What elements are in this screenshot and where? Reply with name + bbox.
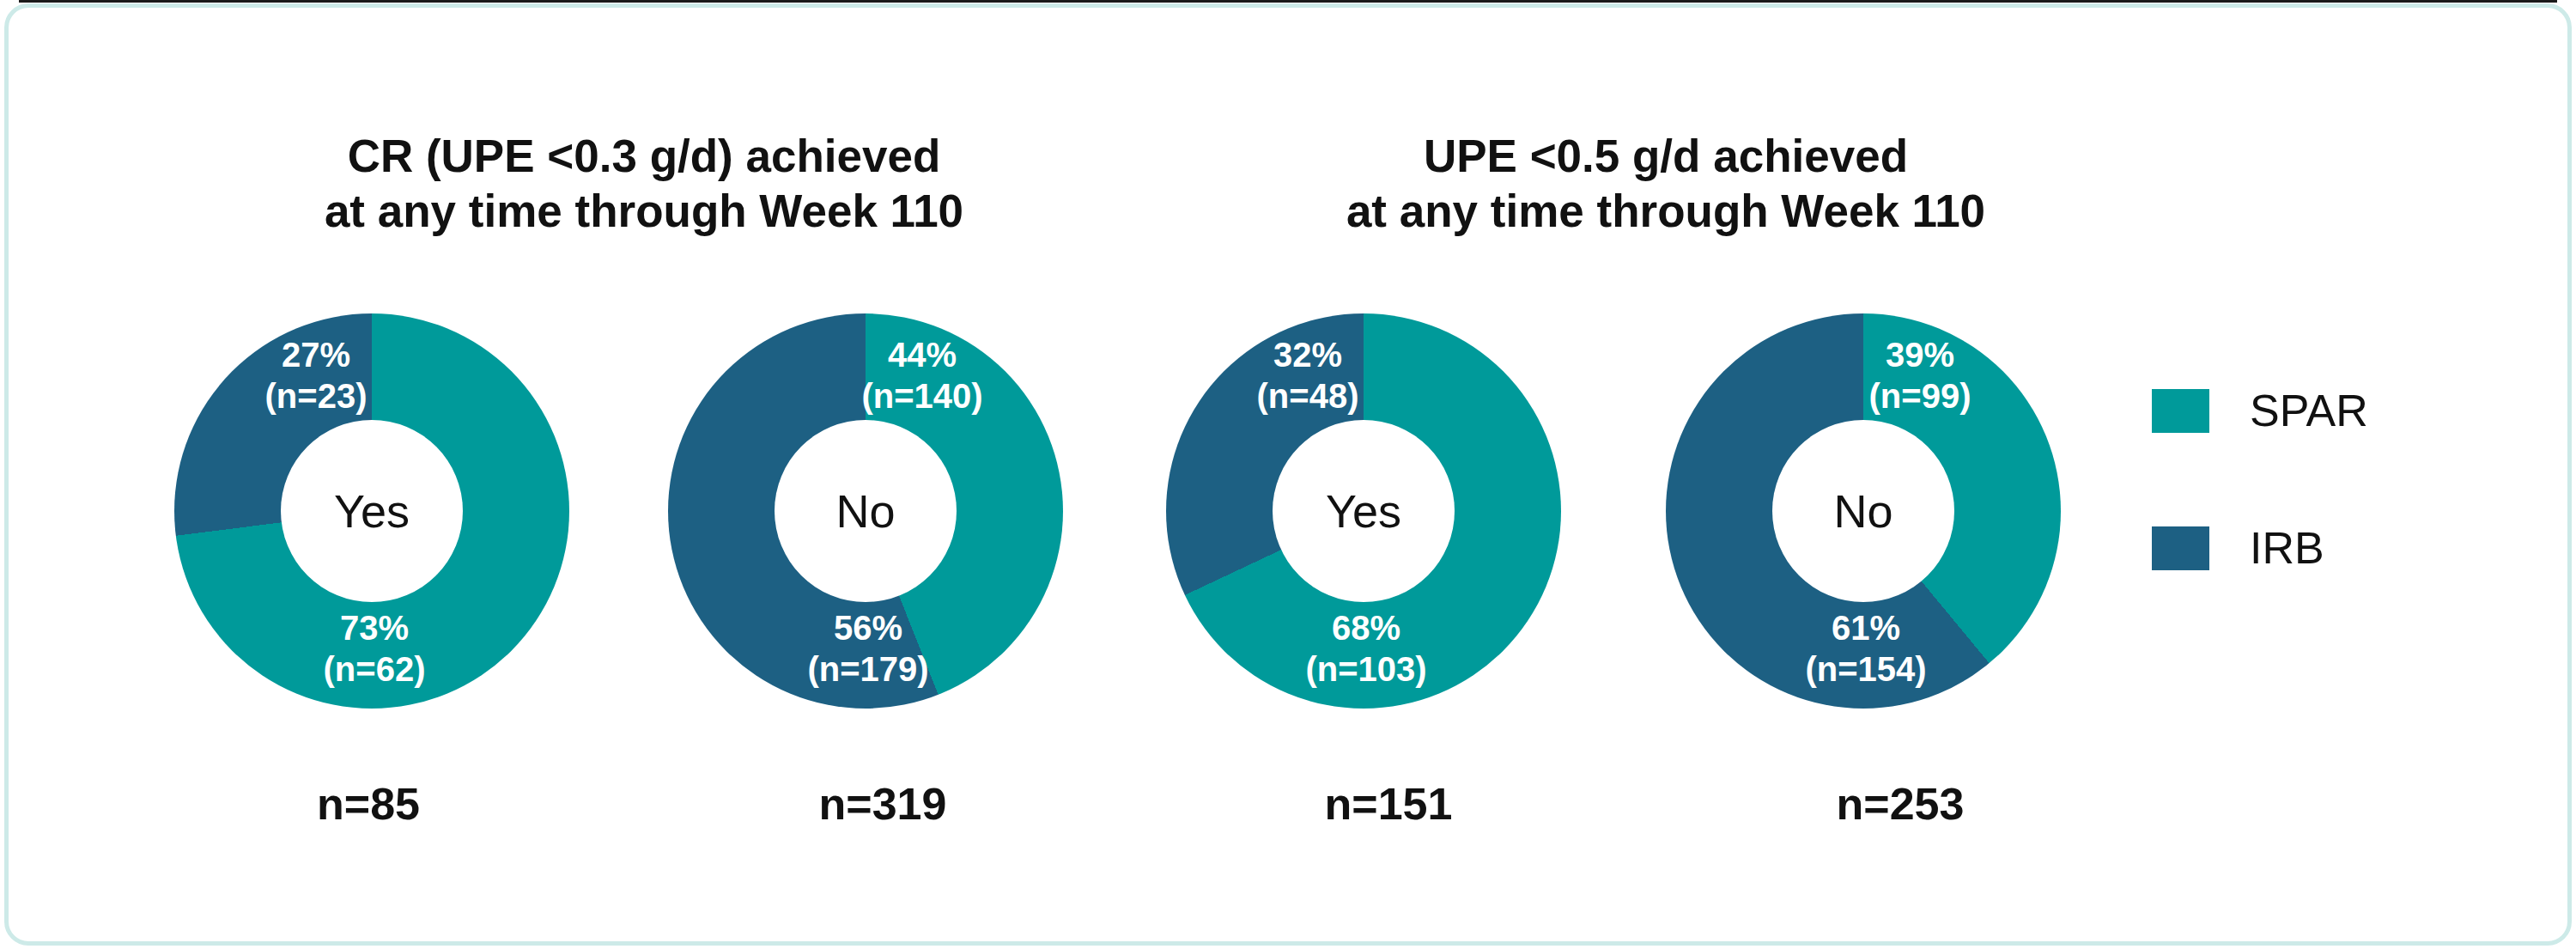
slice-pct: 68% [1224, 607, 1508, 648]
legend-label-irb: IRB [2250, 526, 2324, 570]
donut-hole: Yes [281, 420, 463, 602]
panel-title-upe-05: UPE <0.5 g/d achieved at any time throug… [1194, 129, 2138, 239]
legend-swatch-spar [2152, 389, 2209, 433]
slice-n: (n=62) [233, 648, 516, 690]
total-n-label-upe05-no: n=253 [1703, 778, 2098, 830]
total-n-label-cr-yes: n=85 [171, 778, 566, 830]
slice-label-irb: 61% (n=154) [1724, 607, 2008, 690]
slice-label-irb: 32% (n=48) [1166, 334, 1449, 417]
legend-swatch-irb [2152, 526, 2209, 570]
slice-n: (n=154) [1724, 648, 2008, 690]
slice-label-spar: 44% (n=140) [781, 334, 1064, 417]
slice-n: (n=103) [1224, 648, 1508, 690]
slice-pct: 27% [174, 334, 458, 375]
slice-n: (n=179) [726, 648, 1010, 690]
slice-pct: 32% [1166, 334, 1449, 375]
slice-pct: 73% [233, 607, 516, 648]
slice-n: (n=23) [174, 375, 458, 417]
slice-n: (n=99) [1778, 375, 2062, 417]
total-n-label-cr-no: n=319 [685, 778, 1080, 830]
slice-label-irb: 27% (n=23) [174, 334, 458, 417]
slice-pct: 44% [781, 334, 1064, 375]
donut-chart-upe05-yes: 32% (n=48) 68% (n=103) Yes [1166, 313, 1561, 709]
donut-hole: No [775, 420, 957, 602]
donut-center-label: No [835, 484, 895, 538]
panel-title-line2: at any time through Week 110 [172, 184, 1116, 239]
slice-pct: 39% [1778, 334, 2062, 375]
window-top-edge [19, 0, 2557, 3]
panel-title-line1: UPE <0.5 g/d achieved [1194, 129, 2138, 184]
slice-label-spar: 73% (n=62) [233, 607, 516, 690]
donut-hole: No [1772, 420, 1954, 602]
donut-hole: Yes [1273, 420, 1455, 602]
donut-center-label: Yes [1326, 484, 1401, 538]
legend-label-spar: SPAR [2250, 389, 2368, 433]
panel-title-line1: CR (UPE <0.3 g/d) achieved [172, 129, 1116, 184]
donut-chart-upe05-no: 39% (n=99) 61% (n=154) No [1666, 313, 2061, 709]
slice-pct: 56% [726, 607, 1010, 648]
slice-n: (n=140) [781, 375, 1064, 417]
total-n-label-upe05-yes: n=151 [1191, 778, 1586, 830]
slice-pct: 61% [1724, 607, 2008, 648]
donut-center-label: No [1833, 484, 1893, 538]
slice-label-spar: 39% (n=99) [1778, 334, 2062, 417]
panel-title-line2: at any time through Week 110 [1194, 184, 2138, 239]
donut-chart-cr-yes: 27% (n=23) 73% (n=62) Yes [174, 313, 569, 709]
panel-title-cr-upe-03: CR (UPE <0.3 g/d) achieved at any time t… [172, 129, 1116, 239]
slice-n: (n=48) [1166, 375, 1449, 417]
donut-chart-cr-no: 44% (n=140) 56% (n=179) No [668, 313, 1063, 709]
slice-label-spar: 68% (n=103) [1224, 607, 1508, 690]
donut-center-label: Yes [334, 484, 410, 538]
slice-label-irb: 56% (n=179) [726, 607, 1010, 690]
